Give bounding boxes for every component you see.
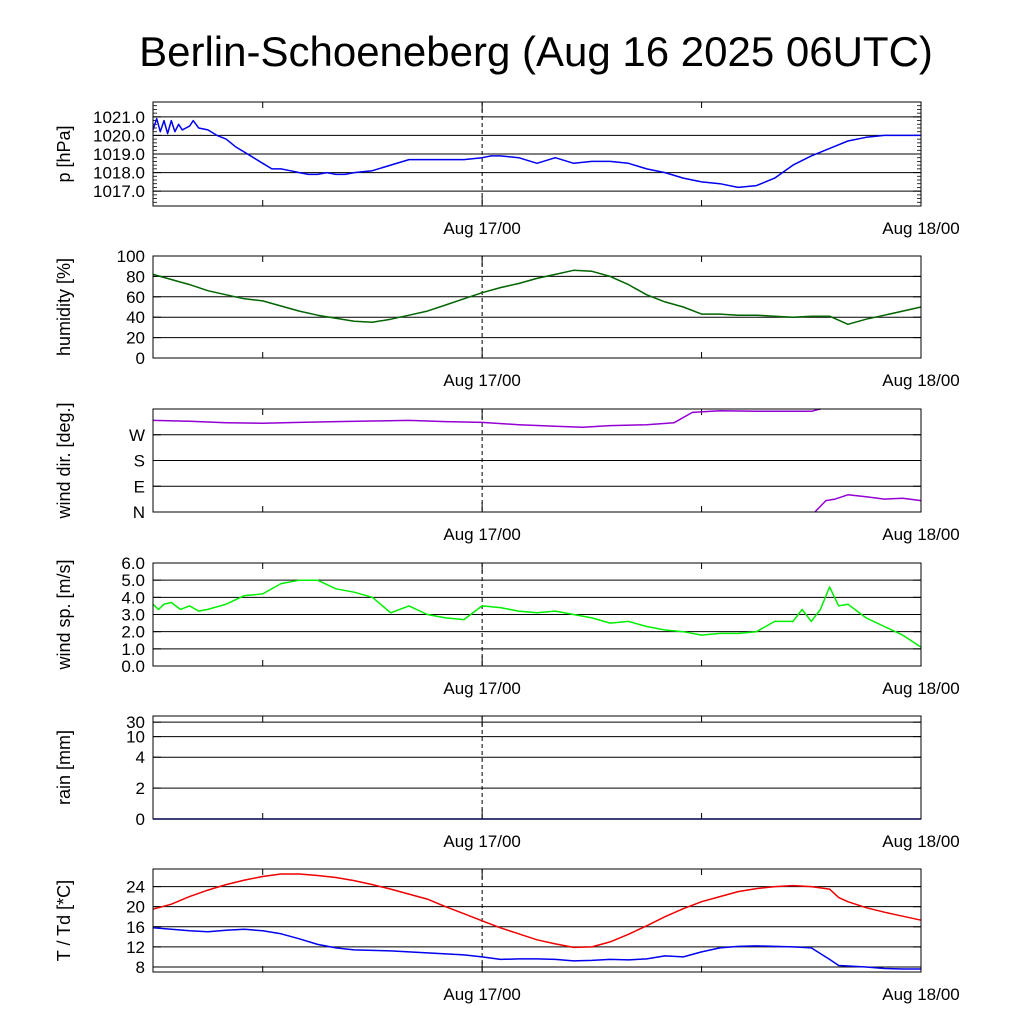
y-tick-label: 80 (126, 267, 145, 286)
series-line-wind_dir (814, 494, 922, 513)
x-tick-label: Aug 18/00 (882, 832, 960, 851)
y-tick-label: 1017.0 (93, 182, 145, 201)
series-line-wind_speed (152, 579, 922, 648)
x-tick-label: Aug 17/00 (443, 219, 521, 238)
panel-frame (152, 101, 922, 207)
y-tick-label: 2 (136, 779, 145, 798)
y-tick-label: S (134, 452, 145, 471)
y-tick-label: 4.0 (121, 588, 145, 607)
y-tick-label: 4 (136, 748, 145, 767)
y-tick-label: 40 (126, 308, 145, 327)
y-axis-label: wind sp. [m/s] (54, 559, 74, 670)
x-tick-label: Aug 17/00 (443, 371, 521, 390)
y-tick-label: W (129, 426, 145, 445)
y-axis-label: wind dir. [deg.] (54, 402, 74, 519)
y-tick-label: 20 (126, 898, 145, 917)
y-tick-label: 10 (126, 728, 145, 747)
y-tick-label: 12 (126, 938, 145, 957)
y-tick-label: N (133, 503, 145, 522)
panel-frame (152, 408, 922, 513)
x-tick-label: Aug 18/00 (882, 525, 960, 544)
series-line-pressure (152, 117, 921, 189)
y-tick-label: 6.0 (121, 554, 145, 573)
y-tick-label: 1019.0 (93, 145, 145, 164)
y-tick-label: 1020.0 (93, 126, 145, 145)
y-tick-label: 100 (117, 247, 145, 266)
y-tick-label: 2.0 (121, 623, 145, 642)
y-tick-label: 30 (126, 713, 145, 732)
x-tick-label: Aug 18/00 (882, 219, 960, 238)
y-tick-label: 8 (136, 958, 145, 977)
y-tick-label: 60 (126, 288, 145, 307)
panel-3: 0.01.02.03.04.05.06.0 Aug 17/00 Aug 18/00 w… (54, 554, 960, 698)
y-tick-label: 1021.0 (93, 108, 145, 127)
panel-frame (152, 255, 922, 359)
y-axis-label: p [hPa] (54, 125, 74, 182)
x-tick-label: Aug 17/00 (443, 525, 521, 544)
series-line-wind_dir (152, 408, 821, 429)
series-line-dewpoint (152, 927, 921, 970)
y-tick-label: 1018.0 (93, 164, 145, 183)
panel-frame (152, 715, 922, 820)
x-tick-label: Aug 17/00 (443, 679, 521, 698)
panel-frame (152, 562, 922, 667)
chart-title: Berlin-Schoeneberg (Aug 16 2025 06UTC) (139, 28, 933, 75)
y-tick-label: 24 (126, 878, 145, 897)
series-line-temperature (152, 873, 922, 949)
x-tick-label: Aug 18/00 (882, 679, 960, 698)
series-line-humidity (152, 269, 922, 326)
x-tick-label: Aug 18/00 (882, 985, 960, 1004)
y-tick-label: 0 (136, 349, 145, 368)
y-tick-label: 0 (136, 810, 145, 829)
y-tick-label: 0.0 (121, 657, 145, 676)
y-tick-label: 16 (126, 918, 145, 937)
y-tick-label: 20 (126, 329, 145, 348)
x-tick-label: Aug 17/00 (443, 832, 521, 851)
y-axis-label: T / Td [*C] (54, 880, 74, 961)
panel-frame (152, 868, 922, 973)
y-tick-label: 1.0 (121, 640, 145, 659)
x-tick-label: Aug 18/00 (882, 371, 960, 390)
y-tick-label: 5.0 (121, 571, 145, 590)
y-tick-label: E (134, 477, 145, 496)
y-axis-label: humidity [%] (54, 258, 74, 356)
y-tick-label: 3.0 (121, 606, 145, 625)
y-axis-label: rain [mm] (54, 730, 74, 805)
x-tick-label: Aug 17/00 (443, 985, 521, 1004)
